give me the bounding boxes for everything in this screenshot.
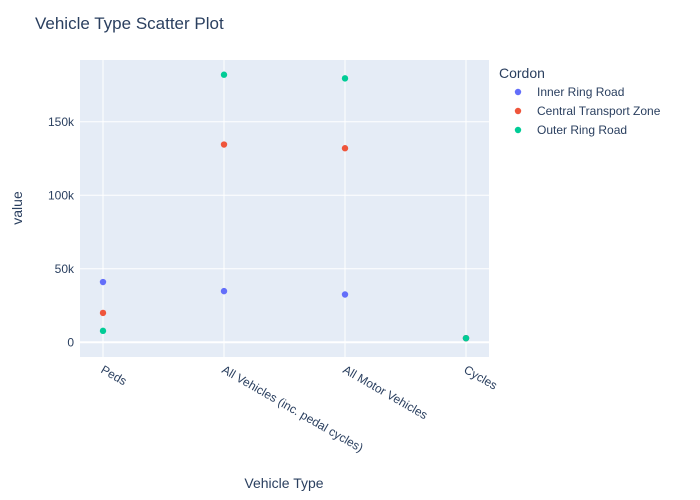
- x-axis-title: Vehicle Type: [244, 475, 323, 491]
- data-point: [99, 309, 107, 317]
- grid-lines: [80, 60, 489, 357]
- legend-item[interactable]: Outer Ring Road: [514, 123, 627, 137]
- data-point: [462, 334, 470, 342]
- y-tick-label: 0: [67, 335, 74, 349]
- data-point: [341, 291, 349, 298]
- legend-marker-icon: [514, 107, 522, 115]
- legend-item[interactable]: Central Transport Zone: [514, 104, 661, 118]
- legend-marker-icon: [514, 88, 522, 96]
- y-axis-title: value: [9, 191, 25, 225]
- data-points: [99, 71, 470, 342]
- y-tick-label: 50k: [55, 262, 75, 276]
- y-tick-label: 150k: [48, 115, 75, 129]
- data-point: [99, 327, 107, 335]
- x-tick-label: All Motor Vehicles: [341, 362, 431, 422]
- legend-label: Central Transport Zone: [537, 104, 661, 118]
- x-tick-label: Cycles: [462, 362, 500, 392]
- data-point: [220, 71, 228, 78]
- data-point: [220, 141, 228, 148]
- y-axis-ticks: 0 50k 100k 150k: [48, 115, 75, 350]
- legend-label: Inner Ring Road: [537, 85, 624, 99]
- data-point: [341, 145, 349, 152]
- legend-label: Outer Ring Road: [537, 123, 627, 137]
- data-point: [220, 287, 228, 295]
- x-tick-label: Peds: [99, 362, 130, 388]
- y-tick-label: 100k: [48, 188, 75, 202]
- plot-area: [80, 60, 489, 357]
- legend-item[interactable]: Inner Ring Road: [514, 85, 625, 99]
- legend: Cordon Inner Ring Road Central Transport …: [499, 65, 661, 137]
- chart-title: Vehicle Type Scatter Plot: [35, 14, 224, 33]
- data-point: [341, 75, 349, 82]
- legend-marker-icon: [514, 126, 522, 134]
- data-point: [99, 278, 107, 286]
- x-axis-ticks: Peds All Vehicles (inc. pedal cycles)All …: [99, 362, 500, 454]
- legend-title: Cordon: [499, 65, 545, 81]
